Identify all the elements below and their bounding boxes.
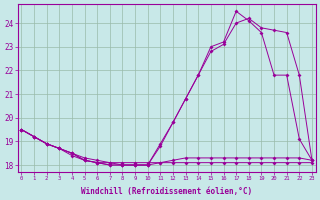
X-axis label: Windchill (Refroidissement éolien,°C): Windchill (Refroidissement éolien,°C) [81, 187, 252, 196]
